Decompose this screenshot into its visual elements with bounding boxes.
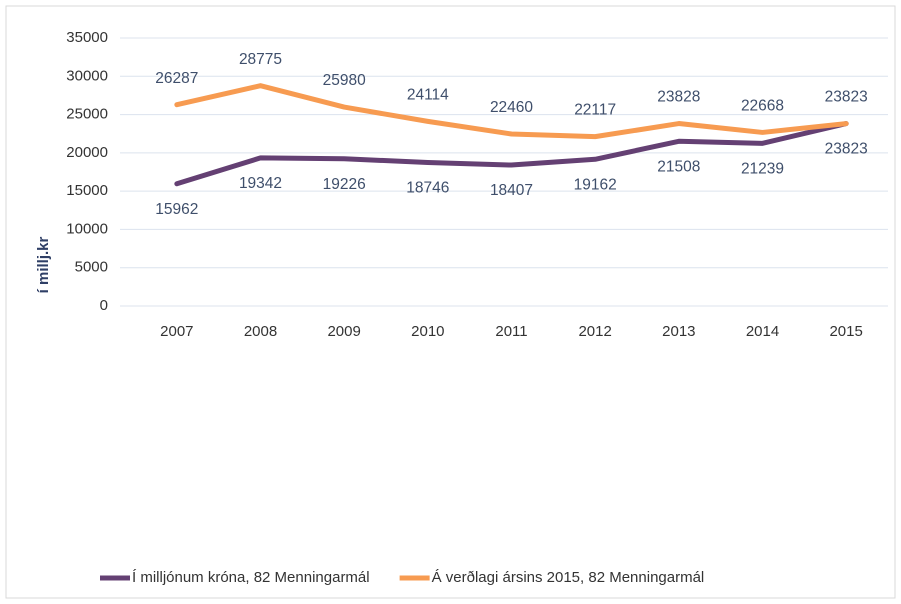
line-series	[174, 83, 849, 140]
data-label: 21239	[741, 160, 784, 177]
x-tick-label: 2014	[746, 323, 779, 340]
data-label: 26287	[155, 70, 198, 87]
data-label: 18746	[406, 180, 449, 197]
x-tick-label: 2008	[244, 323, 277, 340]
data-label: 22668	[741, 98, 784, 115]
x-tick-label: 2011	[495, 323, 527, 340]
y-tick-label: 10000	[66, 220, 108, 237]
y-tick-label: 20000	[66, 144, 108, 161]
y-tick-label: 35000	[66, 29, 108, 46]
x-tick-label: 2013	[662, 323, 695, 340]
y-tick-label: 15000	[66, 182, 108, 199]
legend-label: Í milljónum króna, 82 Menningarmál	[132, 569, 370, 586]
x-tick-label: 2010	[411, 323, 444, 340]
chart-border	[5, 5, 896, 599]
data-label: 21508	[657, 158, 700, 175]
data-label: 24114	[407, 86, 449, 103]
data-label: 19226	[323, 176, 366, 193]
data-label: 25980	[323, 72, 366, 89]
data-label: 19162	[574, 176, 617, 193]
data-label: 23823	[825, 89, 868, 106]
legend-label: Á verðlagi ársins 2015, 82 Menningarmál	[432, 569, 705, 586]
data-label: 22460	[490, 99, 533, 116]
x-tick-label: 2009	[327, 323, 360, 340]
x-tick-label: 2012	[578, 323, 611, 340]
data-label: 22117	[574, 102, 616, 119]
line-series	[174, 121, 849, 187]
y-tick-label: 5000	[75, 259, 108, 276]
x-tick-label: 2007	[160, 323, 193, 340]
data-label: 23828	[657, 89, 700, 106]
data-label: 19342	[239, 175, 282, 192]
y-tick-label: 0	[100, 297, 108, 314]
x-tick-label: 2015	[829, 323, 862, 340]
data-label: 23823	[825, 141, 868, 158]
y-axis-label: í millj.kr	[35, 236, 52, 293]
y-tick-label: 25000	[66, 106, 108, 123]
data-label: 18407	[490, 182, 533, 199]
y-tick-label: 30000	[66, 67, 108, 84]
data-label: 28775	[239, 51, 282, 68]
data-label: 15962	[155, 201, 198, 218]
